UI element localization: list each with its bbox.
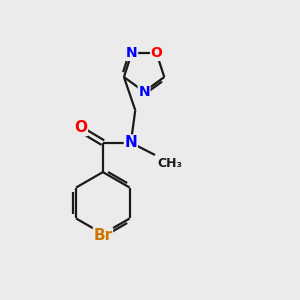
Text: O: O xyxy=(74,120,87,135)
Text: N: N xyxy=(124,135,137,150)
Text: CH₃: CH₃ xyxy=(158,158,182,170)
Text: N: N xyxy=(138,85,150,99)
Text: N: N xyxy=(126,46,137,60)
Text: Br: Br xyxy=(93,228,112,243)
Text: O: O xyxy=(151,46,163,60)
